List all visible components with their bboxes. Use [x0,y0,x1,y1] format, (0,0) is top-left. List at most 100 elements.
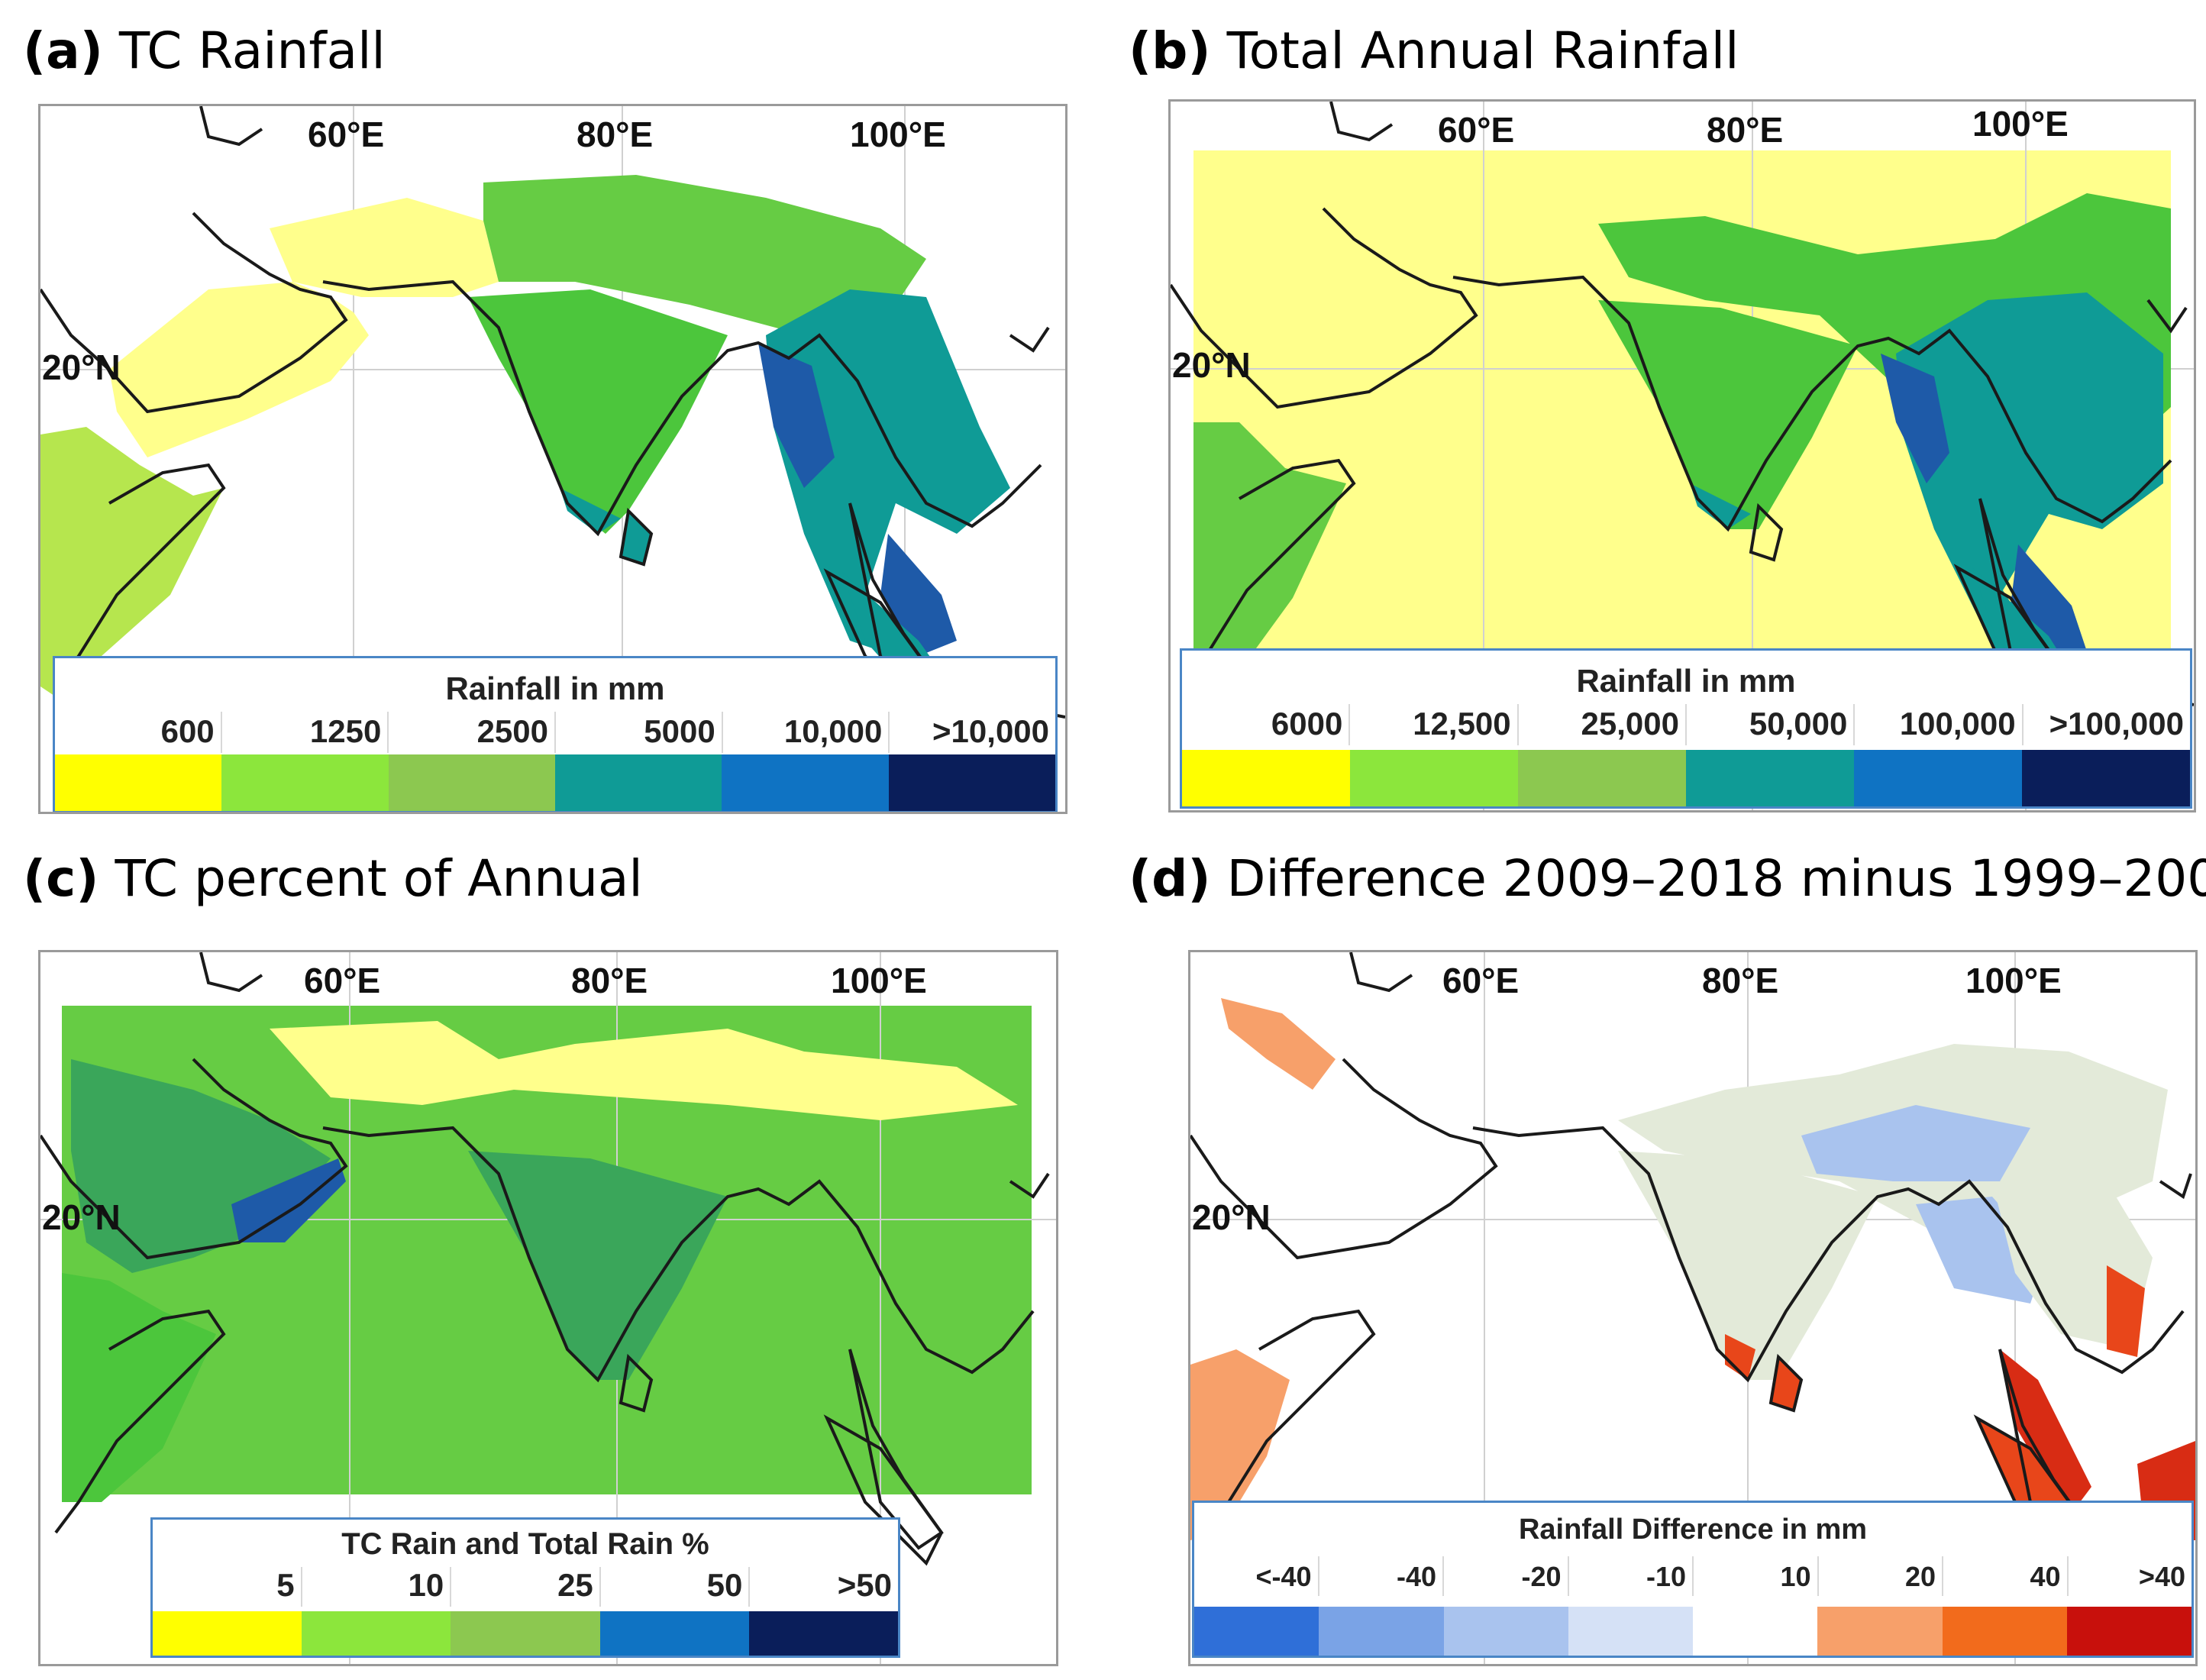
legend-swatch [1817,1607,1943,1656]
legend-label: 5000 [644,713,715,749]
legend-swatch [221,754,389,811]
panel-a-seasia-region [766,289,1010,656]
panel-b-lon-80: 80°E [1707,110,1784,150]
panel-d-title-text: Difference 2009–2018 minus 1999–2008 [1226,849,2206,908]
panel-c-legend-swatches [153,1611,899,1656]
legend-swatch [1693,1607,1818,1656]
legend-swatch [1182,750,1350,806]
legend-swatch [599,1611,749,1656]
legend-cell: 50 [601,1567,751,1607]
panel-d-legend-swatches [1194,1607,2191,1656]
panel-c-legend-title: TC Rain and Total Rain % [341,1527,709,1561]
panel-a-map: 60°E 80°E 100°E 20°N Rainfall in mm 600 … [38,104,1067,814]
panel-a-legend-swatches [55,754,1055,811]
legend-swatch [554,754,722,811]
legend-cell: 10,000 [723,712,890,753]
legend-label: 600 [160,713,215,749]
legend-cell: 5 [153,1567,302,1607]
legend-label: 10,000 [783,713,883,749]
panel-d-map: 60°E 80°E 100°E 20°N Rainfall Difference… [1188,950,2198,1666]
legend-swatch [1194,1607,1319,1656]
legend-cell: 5000 [556,712,723,753]
legend-swatch [748,1611,899,1656]
panel-a-title: (a) TC Rainfall [23,21,386,80]
legend-cell: -10 [1569,1556,1694,1596]
panel-b-seasia-region [1896,292,2163,651]
legend-swatch [2066,1607,2191,1656]
panel-d-legend-labels: <-40 -40 -20 -10 10 20 40 >40 [1194,1556,2191,1596]
panel-a-africa-region [40,427,224,702]
legend-cell: 25,000 [1519,704,1687,745]
legend-cell: >50 [750,1567,898,1607]
panel-b-title: (b) Total Annual Rainfall [1129,21,1739,80]
panel-b-legend-labels: 6000 12,500 25,000 50,000 100,000 >100,0… [1182,704,2190,745]
panel-b-lon-60: 60°E [1438,110,1515,150]
legend-cell: 6000 [1182,704,1351,745]
legend-swatch [888,754,1055,811]
legend-cell: 1250 [222,712,389,753]
legend-cell: >40 [2069,1556,2192,1596]
legend-label: 40 [2030,1561,2061,1592]
panel-a-asia-region [483,175,926,335]
panel-b-legend-swatches [1182,750,2190,806]
panel-c-lon-60: 60°E [304,961,381,1000]
legend-cell: 12,500 [1350,704,1519,745]
legend-label: 10 [408,1567,444,1603]
panel-a-legend-labels: 600 1250 2500 5000 10,000 >10,000 [55,712,1055,753]
panel-d-letter: (d) [1129,849,1211,908]
panel-c-africa-region [62,1273,216,1502]
legend-label: 100,000 [1899,706,2016,741]
legend-cell: >100,000 [2024,704,2190,745]
legend-swatch [2022,750,2190,806]
legend-label: -40 [1396,1561,1436,1592]
legend-cell: 20 [1819,1556,1943,1596]
legend-label: 50,000 [1749,706,1848,741]
panel-a-map-svg [40,106,1065,812]
panel-c-legend-labels: 5 10 25 50 >50 [153,1567,898,1607]
panel-c-map: 60°E 80°E 100°E 20°N TC Rain and Total R… [38,950,1058,1666]
panel-b-map: 60°E 80°E 100°E 20°N Rainfall in mm 6000… [1168,99,2196,813]
panel-b-lat-20: 20°N [1172,345,1251,385]
legend-cell: 50,000 [1687,704,1856,745]
panel-b-legend-title: Rainfall in mm [1576,663,1796,699]
panel-d-southindia-red-region [1725,1334,1755,1380]
panel-d-legend-title: Rainfall Difference in mm [1518,1514,1868,1546]
panel-a-title-text: TC Rainfall [118,21,386,80]
legend-swatch [451,1611,600,1656]
panel-a-lon-60: 60°E [308,115,385,154]
legend-swatch [1518,750,1686,806]
legend-swatch [55,754,222,811]
legend-label: <-40 [1255,1561,1312,1592]
panel-c-north-yellow-region [270,1021,1018,1120]
legend-swatch [1568,1607,1693,1656]
panel-c-lon-80: 80°E [571,961,648,1000]
legend-cell: 25 [451,1567,601,1607]
legend-label: 6000 [1271,706,1343,741]
panel-b-title-text: Total Annual Rainfall [1226,21,1739,80]
panel-a-lon-80: 80°E [577,115,654,154]
panel-a-iran-region [270,198,499,297]
legend-label: >40 [2138,1561,2185,1592]
panel-a-legend-title: Rainfall in mm [445,670,665,706]
legend-label: 12,500 [1413,706,1511,741]
legend-label: 2500 [476,713,549,749]
legend-cell: 600 [55,712,222,753]
legend-cell: <-40 [1194,1556,1319,1596]
legend-swatch [388,754,555,811]
panel-d-lon-100: 100°E [1965,961,2062,1000]
legend-cell: -20 [1444,1556,1569,1596]
panel-c-lat-20: 20°N [42,1197,121,1237]
legend-swatch [722,754,889,811]
legend-cell: 2500 [389,712,557,753]
legend-label: -20 [1521,1561,1562,1592]
panel-a-arabia-region [109,282,369,457]
panel-d-redsea-orange-region [1221,998,1336,1090]
legend-cell: 10 [302,1567,452,1607]
panel-d-legend: Rainfall Difference in mm <-40 -40 -20 -… [1192,1501,2194,1658]
panel-b-legend: Rainfall in mm 6000 12,500 25,000 50,000… [1180,648,2192,809]
panel-b-letter: (b) [1129,21,1211,80]
panel-c-map-svg [40,952,1056,1664]
panel-a-india-region [468,289,728,534]
panel-c-lon-100: 100°E [831,961,927,1000]
panel-d-africa-orange-region [1190,1349,1290,1540]
